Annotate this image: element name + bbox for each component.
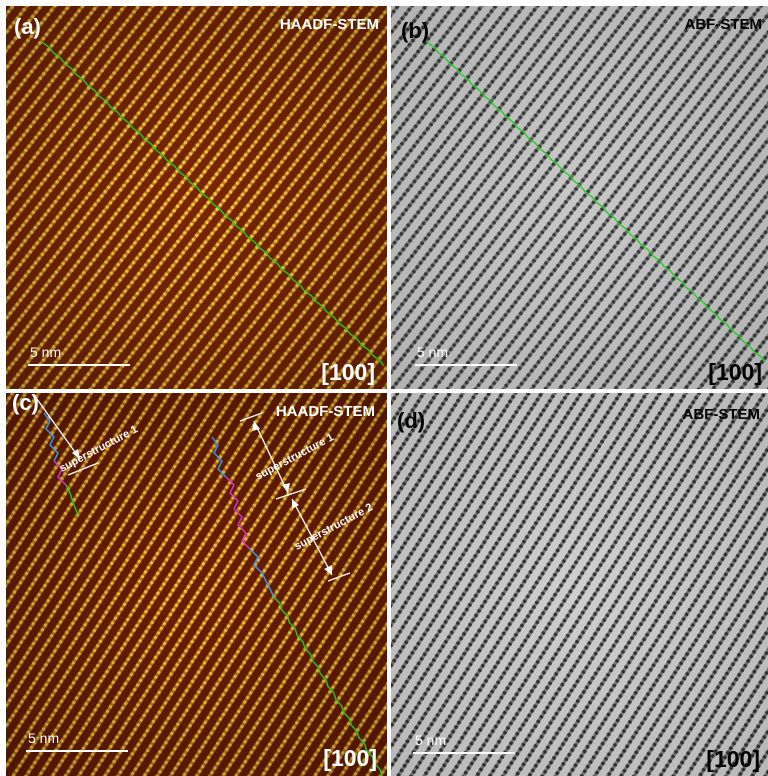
technique-label-c: HAADF-STEM (275, 403, 375, 420)
trace-right-magenta-2 (233, 508, 251, 550)
zone-axis-label-d: [100] (706, 746, 760, 772)
vignette (6, 6, 387, 389)
scale-bar-c (26, 750, 128, 752)
technique-label-b: ABF-STEM (684, 16, 763, 33)
scale-label-c: 5 nm (28, 730, 60, 746)
structure-trace-b (426, 41, 766, 363)
tick-right-top (239, 412, 263, 422)
vignette (6, 393, 387, 776)
trace-left-magenta (53, 460, 67, 486)
trace-right-magenta-1 (225, 476, 239, 510)
scale-bar-d (413, 752, 515, 754)
arrow-head-s1-bottom (282, 483, 290, 493)
panel-d-abf: (d) ABF-STEM 5 nm [100] (391, 393, 768, 776)
technique-label-a: HAADF-STEM (279, 16, 379, 33)
vignette (391, 6, 768, 389)
trace-right-blue-1 (211, 436, 227, 478)
tick-left (67, 462, 99, 476)
panel-c-haadf: (c) HAADF-STEM superstructure 1 superstr… (6, 393, 387, 776)
trace-right-blue-2 (249, 548, 275, 598)
trace-left-blue (43, 412, 59, 462)
tick-right-bottom (327, 572, 351, 582)
panel-label-d: (d) (397, 408, 426, 433)
vignette (391, 393, 768, 776)
haadf-image-c (6, 393, 387, 776)
scale-label-a: 5 nm (30, 344, 62, 360)
scale-bar-b (415, 364, 517, 366)
arrow-head-s2-bottom (324, 565, 332, 575)
arrow-line-left (33, 394, 81, 460)
abf-image-b (391, 6, 768, 389)
arrow-head-left (72, 449, 80, 459)
technique-label-d: ABF-STEM (682, 406, 761, 423)
abf-image-d (391, 393, 768, 776)
panel-label-a: (a) (14, 14, 41, 39)
zone-axis-label-b: [100] (708, 359, 762, 385)
trace-right-green (273, 596, 383, 776)
zone-axis-label-a: [100] (321, 359, 375, 385)
panel-b-abf: (b) ABF-STEM 5 nm [100] (391, 6, 768, 389)
haadf-image-a (6, 6, 387, 389)
panel-label-b: (b) (401, 18, 430, 43)
tick-right-middle (275, 488, 307, 500)
scale-bar-a (28, 364, 130, 366)
zone-axis-label-c: [100] (323, 745, 377, 771)
scale-label-d: 5 nm (415, 732, 447, 748)
panel-label-c: (c) (12, 393, 39, 415)
structure-trace-a (41, 41, 385, 367)
arrow-head-s1-top (252, 421, 260, 431)
arrow-line-s1 (253, 420, 289, 494)
trace-left-green (65, 484, 79, 516)
panel-a-haadf: (a) HAADF-STEM 5 nm [100] (6, 6, 387, 389)
arrow-line-s2 (291, 498, 333, 576)
arrow-head-s2-top (292, 499, 299, 509)
scale-label-b: 5 nm (417, 344, 449, 360)
